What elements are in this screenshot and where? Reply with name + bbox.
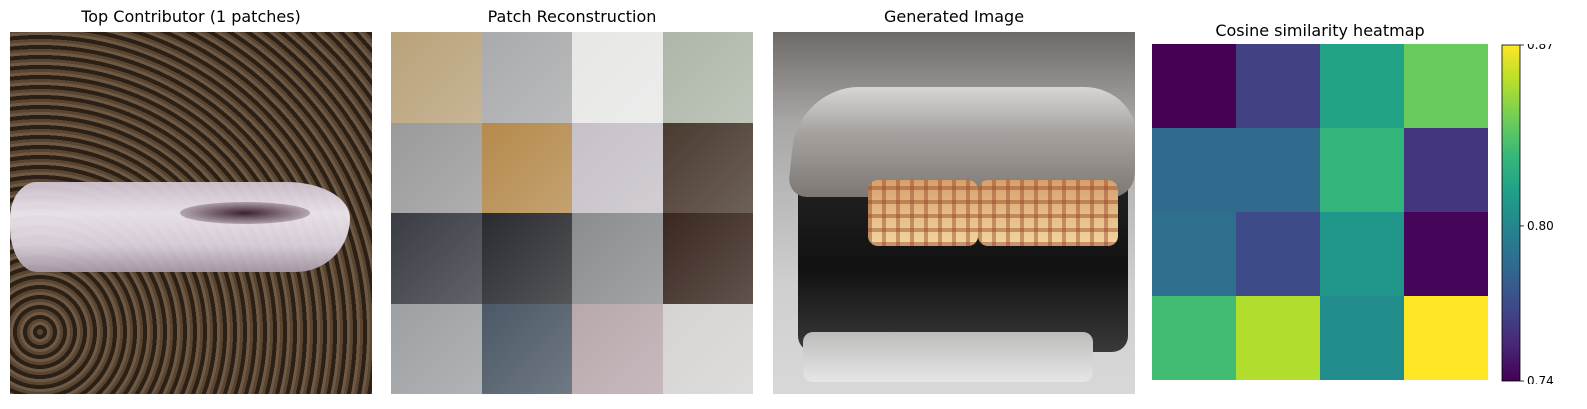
patch-reconstruction-grid bbox=[391, 32, 753, 394]
generated-image-title: Generated Image bbox=[883, 7, 1025, 26]
waffle-maker-base bbox=[803, 332, 1093, 382]
heatmap-cell-1-2 bbox=[1320, 128, 1405, 213]
top-contributor-title: Top Contributor (1 patches) bbox=[81, 7, 301, 26]
patch-1-1 bbox=[481, 122, 572, 213]
heatmap-cell-3-2 bbox=[1320, 296, 1405, 380]
heatmap-cell-3-3 bbox=[1404, 296, 1488, 380]
heatmap-cell-1-3 bbox=[1404, 128, 1488, 213]
heatmap-cell-0-0 bbox=[1152, 44, 1237, 129]
patch-2-1 bbox=[481, 213, 572, 304]
patch-1-3 bbox=[662, 122, 753, 213]
colorbar-tick-label: 0.74 bbox=[1527, 374, 1554, 384]
colorbar: 0.74 0.80 0.87 bbox=[1501, 44, 1554, 384]
patch-0-3 bbox=[662, 32, 753, 123]
heatmap-cell-0-2 bbox=[1320, 44, 1405, 129]
patch-3-3 bbox=[662, 303, 753, 394]
heatmap-cell-2-2 bbox=[1320, 212, 1405, 297]
heatmap-cell-3-0 bbox=[1152, 296, 1237, 380]
heatmap-cell-1-1 bbox=[1236, 128, 1321, 213]
generated-image bbox=[773, 32, 1135, 394]
patch-3-0 bbox=[391, 303, 482, 394]
heatmap-cell-0-1 bbox=[1236, 44, 1321, 129]
heatmap-cell-1-0 bbox=[1152, 128, 1237, 213]
heatmap-cell-3-1 bbox=[1236, 296, 1321, 380]
patch-reconstruction-title: Patch Reconstruction bbox=[487, 7, 657, 26]
heatmap-cell-2-3 bbox=[1404, 212, 1488, 297]
patch-2-0 bbox=[391, 213, 482, 304]
patch-3-1 bbox=[481, 303, 572, 394]
patch-1-0 bbox=[391, 122, 482, 213]
patch-0-1 bbox=[481, 32, 572, 123]
patch-0-2 bbox=[572, 32, 663, 123]
heatmap-cell-0-3 bbox=[1404, 44, 1488, 129]
cosine-similarity-heatmap bbox=[1152, 44, 1488, 380]
fish-marking bbox=[180, 202, 310, 224]
waffle-left bbox=[868, 180, 978, 246]
heatmap-cell-2-0 bbox=[1152, 212, 1237, 297]
colorbar-tick-label: 0.87 bbox=[1527, 44, 1554, 52]
patch-3-2 bbox=[572, 303, 663, 394]
patch-0-0 bbox=[391, 32, 482, 123]
waffle-right bbox=[978, 180, 1118, 246]
top-contributor-image bbox=[10, 32, 372, 394]
colorbar-gradient bbox=[1501, 44, 1521, 382]
heatmap-title: Cosine similarity heatmap bbox=[1215, 21, 1425, 40]
colorbar-tick-label: 0.80 bbox=[1527, 219, 1554, 233]
patch-2-3 bbox=[662, 213, 753, 304]
fish-shape bbox=[10, 182, 350, 272]
patch-1-2 bbox=[572, 122, 663, 213]
patch-2-2 bbox=[572, 213, 663, 304]
heatmap-cell-2-1 bbox=[1236, 212, 1321, 297]
